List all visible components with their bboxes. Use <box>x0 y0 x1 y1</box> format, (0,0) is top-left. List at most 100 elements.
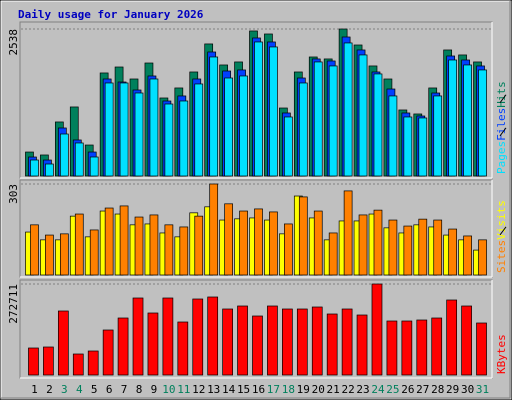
x-tick-label: 10 <box>162 383 175 396</box>
bar <box>298 196 308 276</box>
bar <box>386 320 398 376</box>
bar <box>104 207 114 276</box>
x-tick-label: 14 <box>222 383 236 396</box>
x-tick-label: 15 <box>237 383 250 396</box>
bar <box>269 211 278 276</box>
legend-separator <box>499 94 507 104</box>
x-tick-label: 12 <box>192 383 205 396</box>
bar <box>149 214 159 276</box>
bar <box>461 305 472 376</box>
x-tick-label: 4 <box>76 383 83 396</box>
bar <box>448 59 458 177</box>
y-tick-label: 303 <box>7 184 20 204</box>
bar <box>463 235 472 276</box>
x-tick-label: 7 <box>121 383 128 396</box>
bar <box>45 234 54 276</box>
bar <box>119 205 129 276</box>
bar <box>416 319 428 376</box>
x-tick-label: 24 <box>371 383 385 396</box>
x-tick-label: 8 <box>136 383 143 396</box>
bar <box>358 54 368 177</box>
legend-entry: Visits <box>495 200 508 240</box>
bar <box>418 218 428 276</box>
bar <box>341 308 353 376</box>
bar <box>30 159 39 177</box>
bar <box>356 314 368 376</box>
bar <box>72 353 84 376</box>
bar <box>119 82 129 177</box>
bar <box>448 228 458 276</box>
bar <box>194 215 204 276</box>
bar <box>254 41 263 177</box>
x-tick-label: 30 <box>461 383 474 396</box>
bar <box>102 329 114 376</box>
x-tick-label: 31 <box>476 383 489 396</box>
bar <box>401 320 413 376</box>
x-tick-label: 1 <box>31 383 38 396</box>
bar <box>343 42 353 177</box>
bar <box>388 95 398 177</box>
bar <box>269 46 278 177</box>
x-tick-label: 9 <box>151 383 158 396</box>
x-tick-label: 18 <box>282 383 295 396</box>
legend-separator <box>499 226 507 236</box>
bar <box>134 92 144 177</box>
legend-entry: KBytes <box>495 334 508 374</box>
x-tick-label: 29 <box>446 383 459 396</box>
bar <box>89 156 99 177</box>
bar <box>164 103 174 177</box>
bar <box>194 83 204 177</box>
bar <box>478 69 487 177</box>
x-tick-label: 17 <box>267 383 280 396</box>
bar <box>446 299 458 376</box>
y-tick-label: 2538 <box>7 29 20 56</box>
bar <box>87 350 99 376</box>
bar <box>284 116 293 177</box>
bar <box>284 223 293 276</box>
bar <box>239 75 248 177</box>
bar <box>431 317 443 376</box>
bar <box>296 308 308 376</box>
bar <box>282 308 293 376</box>
bar <box>403 116 413 177</box>
x-tick-label: 23 <box>356 383 369 396</box>
bar <box>388 219 398 276</box>
bar <box>328 65 338 177</box>
bar <box>254 208 263 276</box>
bar <box>179 100 189 177</box>
bar <box>89 229 99 276</box>
chart-title: Daily usage for January 2026 <box>18 8 204 21</box>
bar <box>313 61 323 177</box>
x-tick-label: 22 <box>341 383 354 396</box>
bar <box>147 312 159 376</box>
x-tick-label: 19 <box>297 383 310 396</box>
bar <box>164 224 174 276</box>
bar <box>209 183 219 276</box>
legend: KBytes <box>495 334 508 374</box>
bar <box>478 239 487 276</box>
bar <box>313 210 323 276</box>
x-tick-label: 3 <box>61 383 68 396</box>
x-tick-label: 16 <box>252 383 265 396</box>
bar <box>326 313 338 376</box>
bar <box>373 73 383 177</box>
x-tick-label: 13 <box>207 383 220 396</box>
bar <box>298 82 308 177</box>
bar <box>371 283 383 376</box>
bar <box>311 306 323 376</box>
bar <box>209 56 219 177</box>
bar <box>239 210 248 276</box>
bar <box>162 297 174 376</box>
bar <box>59 133 69 177</box>
bar <box>30 224 39 276</box>
bar <box>343 190 353 276</box>
bar <box>43 346 54 376</box>
x-tick-label: 21 <box>327 383 340 396</box>
bar <box>224 77 233 177</box>
x-tick-label: 20 <box>312 383 325 396</box>
bar <box>476 322 487 376</box>
x-tick-label: 25 <box>386 383 399 396</box>
x-tick-label: 5 <box>91 383 98 396</box>
